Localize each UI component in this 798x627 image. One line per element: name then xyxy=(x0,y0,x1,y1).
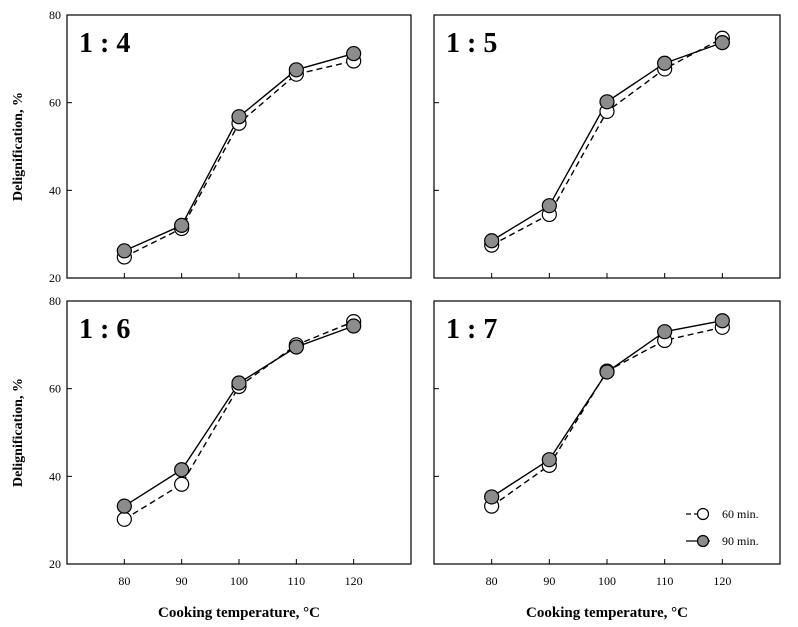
x-axis-label: Cooking temperature, °C xyxy=(158,605,320,621)
point-90-min xyxy=(484,233,500,249)
legend-90-label: 90 min. xyxy=(722,534,759,548)
x-tick-label: 90 xyxy=(176,574,188,588)
point-90-min xyxy=(231,109,247,125)
panel-title: 1 : 7 xyxy=(446,314,497,345)
point-90-min xyxy=(541,452,557,468)
y-tick-label: 20 xyxy=(49,557,61,571)
y-tick-label: 40 xyxy=(49,469,61,483)
legend: 60 min. 90 min. xyxy=(686,507,759,548)
point-90-min xyxy=(714,35,730,51)
point-90-min xyxy=(288,62,304,78)
series-line-60-min xyxy=(491,37,723,246)
y-tick-label: 60 xyxy=(49,96,61,110)
y-tick-label: 40 xyxy=(49,183,61,197)
x-tick-label: 120 xyxy=(345,574,363,588)
y-tick-label: 80 xyxy=(49,8,61,22)
y-tick-label: 80 xyxy=(49,294,61,308)
x-tick-label: 90 xyxy=(543,574,555,588)
x-axis-label: Cooking temperature, °C xyxy=(526,605,688,621)
y-tick-label: 20 xyxy=(49,271,61,285)
point-90-min xyxy=(116,243,132,259)
series-line-90-min xyxy=(124,52,354,252)
point-60-min xyxy=(116,511,132,527)
panel-4: 80 90 100 110 120 1 : 7 Cooking temperature, °… xyxy=(433,300,781,621)
x-tick-label: 110 xyxy=(288,574,306,588)
series-line-90-min xyxy=(491,320,723,498)
legend-90-marker xyxy=(696,534,710,548)
point-90-min xyxy=(657,55,673,71)
point-90-min xyxy=(174,462,190,478)
legend-60-marker xyxy=(696,507,710,521)
point-60-min xyxy=(174,476,190,492)
series-line-60-min xyxy=(123,320,354,520)
point-90-min xyxy=(116,498,132,514)
panel-title: 1 : 6 xyxy=(79,314,130,345)
series-line-90-min xyxy=(123,325,354,507)
y-axis-label: Delignification, % xyxy=(11,92,26,201)
legend-60-label: 60 min. xyxy=(722,507,759,521)
series-line-90-min xyxy=(491,41,723,242)
point-90-min xyxy=(541,198,557,214)
panel-2: 1 : 5 xyxy=(433,14,781,279)
panel-title: 1 : 4 xyxy=(79,28,130,59)
series-line-60-min xyxy=(491,326,723,507)
point-90-min xyxy=(346,45,362,62)
panels: 20 40 60 80 1 : 4 Delignification, % 1 : 5 20 40… xyxy=(11,8,781,621)
series-line-60-min xyxy=(124,60,354,258)
x-tick-label: 120 xyxy=(713,574,731,588)
y-tick-label: 60 xyxy=(49,382,61,396)
point-90-min xyxy=(288,339,304,355)
point-90-min xyxy=(714,313,730,329)
x-tick-label: 100 xyxy=(598,574,616,588)
point-90-min xyxy=(657,324,673,340)
panel-1: 20 40 60 80 1 : 4 Delignification, % xyxy=(11,8,412,285)
point-90-min xyxy=(231,375,247,391)
x-tick-label: 110 xyxy=(656,574,674,588)
point-90-min xyxy=(484,489,500,505)
y-axis-label: Delignification, % xyxy=(11,378,26,487)
x-tick-label: 80 xyxy=(118,574,130,588)
point-90-min xyxy=(346,318,362,334)
point-90-min xyxy=(599,94,615,110)
panel-title: 1 : 5 xyxy=(446,28,497,59)
x-tick-label: 100 xyxy=(230,574,248,588)
point-90-min xyxy=(174,217,190,233)
point-90-min xyxy=(599,364,615,380)
x-tick-label: 80 xyxy=(486,574,498,588)
panel-3: 20 40 60 80 80 90 100 110 120 1 : 6 Delignificatio… xyxy=(11,294,412,621)
